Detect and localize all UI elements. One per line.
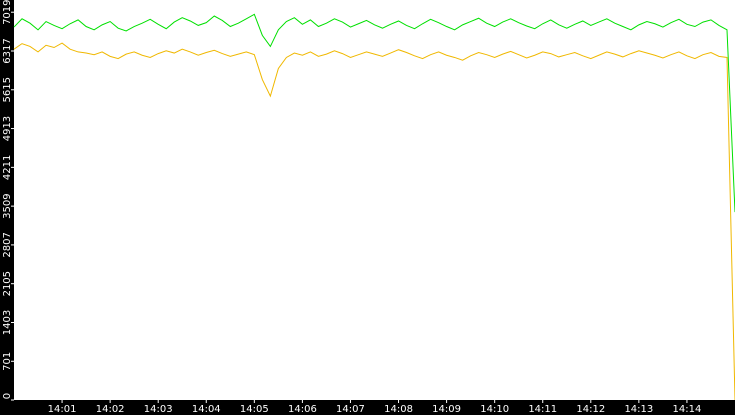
y-tick-label: 4913 — [2, 116, 13, 141]
y-tick-label: 1403 — [2, 310, 13, 335]
line-series — [13, 13, 735, 213]
x-tick-label: 14:13 — [624, 404, 653, 415]
x-tick-label: 14:08 — [384, 404, 413, 415]
y-tick-label: 7019 — [2, 0, 13, 25]
y-tick-label: 4211 — [2, 155, 13, 180]
y-tick-label: 5615 — [2, 77, 13, 102]
x-tick-label: 14:05 — [240, 404, 269, 415]
y-tick-label: 6317 — [2, 38, 13, 63]
x-tick-label: 14:12 — [576, 404, 605, 415]
plot-area — [14, 0, 735, 400]
x-tick-label: 14:04 — [192, 404, 221, 415]
y-tick-label: 2807 — [2, 232, 13, 257]
x-tick-label: 14:14 — [673, 404, 702, 415]
x-tick-label: 14:01 — [48, 404, 77, 415]
x-tick-label: 14:07 — [336, 404, 365, 415]
y-tick-label: 2105 — [2, 271, 13, 296]
x-tick-label: 14:10 — [480, 404, 509, 415]
x-tick-label: 14:06 — [288, 404, 317, 415]
x-tick-label: 14:02 — [96, 404, 125, 415]
line-series — [13, 42, 735, 401]
x-tick-label: 14:03 — [144, 404, 173, 415]
y-tick-label: 0 — [2, 393, 13, 399]
x-tick-label: 14:09 — [432, 404, 461, 415]
x-tick-label: 14:11 — [528, 404, 557, 415]
y-tick-label: 3509 — [2, 193, 13, 218]
y-tick-label: 701 — [2, 352, 13, 371]
